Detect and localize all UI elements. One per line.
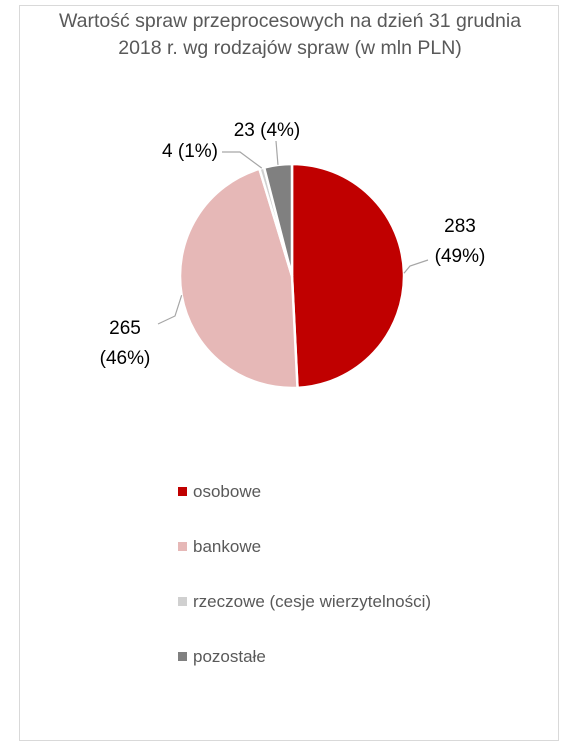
leader-line-bankowe	[157, 294, 183, 325]
data-label-value-osobowe: 283	[444, 216, 476, 237]
legend-item-bankowe: bankowe	[178, 533, 431, 560]
legend-item-pozostale: pozostałe	[178, 643, 431, 670]
legend-label-bankowe: bankowe	[193, 536, 262, 556]
data-label-value-bankowe: 265	[109, 318, 141, 339]
pie-slice-bankowe	[178, 167, 299, 390]
data-label-percent-bankowe: (46%)	[100, 348, 151, 369]
legend-label-rzeczowe: rzeczowe (cesje wierzytelności)	[193, 591, 432, 611]
pie-slice-osobowe	[290, 162, 406, 390]
data-label-rzeczowe: 4 (1%)	[162, 141, 218, 162]
legend-item-osobowe: osobowe	[178, 478, 431, 505]
pie-slice-pozostale	[262, 162, 294, 277]
legend-label-pozostale: pozostałe	[193, 646, 266, 666]
legend-swatch-osobowe	[178, 487, 187, 496]
legend-swatch-pozostale	[178, 652, 187, 661]
legend-swatch-bankowe	[178, 542, 187, 551]
legend-swatch-rzeczowe	[178, 597, 187, 606]
chart-title: Wartość spraw przeprocesowych na dzień 3…	[58, 10, 522, 59]
leader-line-rzeczowe	[222, 151, 263, 169]
chart-legend: osobowe bankowe rzeczowe (cesje wierzyte…	[178, 478, 431, 698]
legend-label-osobowe: osobowe	[193, 481, 262, 501]
legend-item-rzeczowe: rzeczowe (cesje wierzytelności)	[178, 588, 431, 615]
data-label-percent-osobowe: (49%)	[435, 246, 486, 267]
leader-line-osobowe	[403, 259, 429, 274]
leader-line-pozostale	[275, 140, 279, 165]
data-label-pozostale: 23 (4%)	[234, 120, 301, 141]
